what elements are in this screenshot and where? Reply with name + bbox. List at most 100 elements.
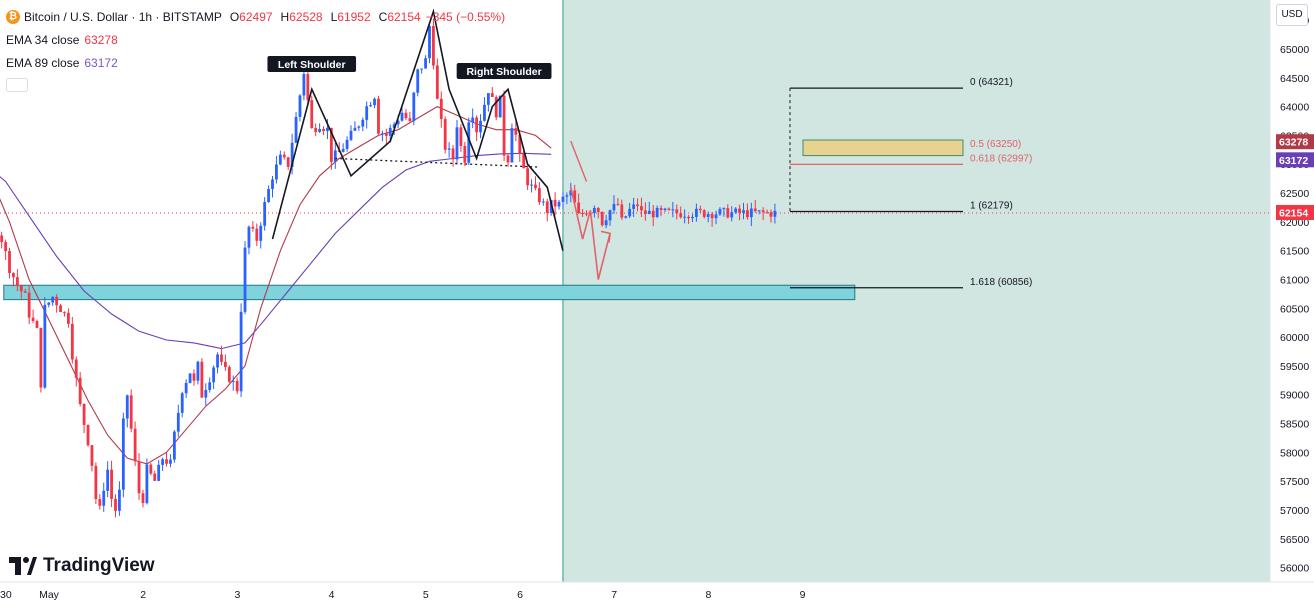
high-label: H: [280, 9, 290, 24]
candle-body: [510, 128, 514, 163]
candle-body: [408, 118, 412, 121]
candle-body: [687, 216, 690, 219]
fib-zone: [802, 139, 964, 157]
candle-body: [565, 195, 569, 197]
candle-body: [502, 95, 506, 156]
candle-body: [459, 127, 463, 147]
candle-body: [141, 493, 145, 504]
candle-body: [675, 209, 679, 214]
candle-body: [86, 424, 90, 446]
annotation-bg-2: [456, 62, 552, 79]
candle-body: [498, 95, 502, 118]
candle-body: [541, 201, 545, 203]
candle-body: [231, 380, 235, 382]
candle-body: [671, 209, 675, 211]
candle-body: [129, 395, 133, 429]
candle-body: [373, 98, 376, 106]
candle-body: [333, 150, 337, 162]
candle-body: [640, 206, 643, 211]
candle-body: [769, 212, 773, 217]
low-label: L: [330, 9, 338, 24]
symbol-row[interactable]: ₿ Bitcoin / U.S. Dollar · 1h · BITSTAMP …: [6, 5, 505, 28]
price-tick: 59500: [1280, 361, 1309, 373]
candle-body: [149, 464, 153, 474]
candle-body: [235, 380, 239, 392]
candle-body: [522, 153, 526, 169]
candle-body: [742, 210, 745, 213]
candle-body: [318, 129, 321, 132]
candle-body: [322, 129, 325, 132]
candle-body: [70, 323, 74, 360]
candle-body: [612, 203, 616, 211]
candle-body: [94, 465, 98, 500]
tradingview-logo[interactable]: TradingView: [9, 555, 155, 577]
candle-body: [569, 190, 573, 196]
candle-body: [184, 382, 188, 394]
ema89-line: [0, 152, 552, 350]
candle-body: [82, 403, 86, 425]
open-label: O: [229, 9, 240, 24]
price-tick: 60500: [1280, 303, 1309, 315]
currency-button[interactable]: USD: [1276, 4, 1308, 26]
price-tick: 59000: [1280, 390, 1309, 402]
candle-body: [604, 220, 608, 226]
candle-body: [15, 277, 19, 286]
time-tick: 2: [140, 589, 146, 601]
candle-body: [608, 210, 612, 221]
price-badge-label-0: 63278: [1279, 137, 1308, 149]
candle-body: [267, 189, 270, 203]
candle-body: [188, 373, 192, 383]
candle-body: [286, 157, 290, 167]
candle-body: [145, 464, 149, 504]
candle-body: [620, 204, 624, 218]
candle-body: [172, 431, 176, 460]
candle-body: [212, 367, 216, 383]
price-tick: 65000: [1280, 44, 1309, 56]
ema89-row[interactable]: EMA 89 close 63172: [6, 51, 505, 74]
price-tick: 64000: [1280, 102, 1309, 114]
candle-body: [447, 148, 451, 150]
candle-body: [714, 214, 718, 219]
time-tick: 5: [423, 589, 429, 601]
close-value: 62154: [387, 9, 421, 24]
price-tick: 57500: [1280, 476, 1309, 488]
candle-body: [545, 201, 549, 213]
fib-label-2: 0.618 (62997): [970, 153, 1032, 164]
time-tick: 9: [800, 589, 806, 601]
candle-body: [490, 93, 494, 98]
candle-body: [404, 112, 408, 119]
candle-body: [161, 459, 164, 465]
price-badge-0: [1276, 134, 1314, 150]
candle-body: [384, 133, 388, 136]
candle-body: [216, 354, 219, 368]
legend-collapse-button[interactable]: [6, 74, 505, 96]
candle-body: [39, 327, 43, 388]
candle-body: [655, 207, 659, 218]
candle-body: [220, 354, 223, 362]
time-tick: 6: [517, 589, 523, 601]
candle-body: [204, 389, 208, 398]
candle-body: [738, 208, 741, 213]
candle-body: [326, 127, 329, 132]
candle-body: [443, 119, 447, 150]
candle-body: [624, 216, 628, 218]
price-tick: 58000: [1280, 447, 1309, 459]
candle-body: [439, 98, 443, 120]
time-axis-bg: [0, 582, 1270, 604]
candle-body: [102, 490, 106, 506]
high-value: 62528: [289, 9, 323, 24]
candle-body: [722, 208, 726, 210]
change-value: −345 (−0.55%): [425, 9, 506, 24]
candle-body: [302, 74, 306, 96]
candle-body: [78, 377, 82, 404]
candle-body: [381, 133, 384, 135]
candle-body: [494, 97, 498, 118]
candle-body: [310, 100, 314, 128]
candle-body: [428, 25, 431, 59]
candle-body: [600, 211, 604, 226]
ema34-row[interactable]: EMA 34 close 63278: [6, 28, 505, 51]
candle-body: [514, 128, 518, 135]
symbol-title[interactable]: Bitcoin / U.S. Dollar · 1h · BITSTAMP: [24, 9, 222, 24]
